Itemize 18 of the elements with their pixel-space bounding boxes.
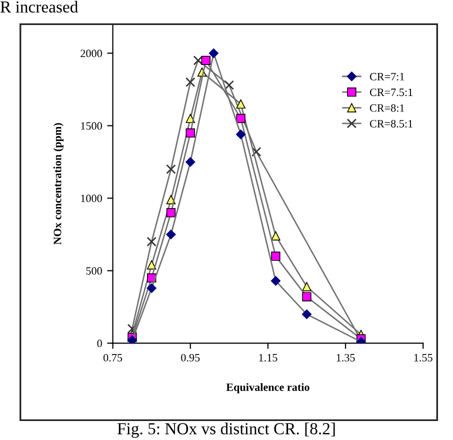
- legend-label: CR=8.5:1: [370, 120, 412, 128]
- y-tick-label: 1000: [81, 194, 102, 202]
- x-axis-title: Equivalence ratio: [226, 383, 310, 394]
- y-tick-label: 2000: [80, 50, 102, 58]
- y-axis-title: NOx concentration (ppm): [53, 123, 64, 245]
- y-tick-label: 0: [97, 340, 102, 348]
- x-tick-label: 1.55: [414, 354, 432, 362]
- x-tick-label: 0.75: [104, 354, 122, 362]
- legend-label: CR=7:1: [370, 72, 404, 80]
- legend-label: CR=7.5:1: [370, 88, 412, 96]
- x-tick-label: 0.95: [181, 354, 200, 362]
- y-tick-label: 1500: [81, 122, 102, 130]
- text: R increased: [0, 0, 78, 13]
- legend-label: CR=8:1: [370, 104, 404, 112]
- x-tick-label: 1.35: [336, 354, 355, 362]
- y-tick-label: 500: [86, 267, 102, 275]
- caption: Fig. 5: NOx vs distinct CR. [8.2]: [117, 422, 335, 438]
- x-tick-label: 1.15: [259, 354, 278, 362]
